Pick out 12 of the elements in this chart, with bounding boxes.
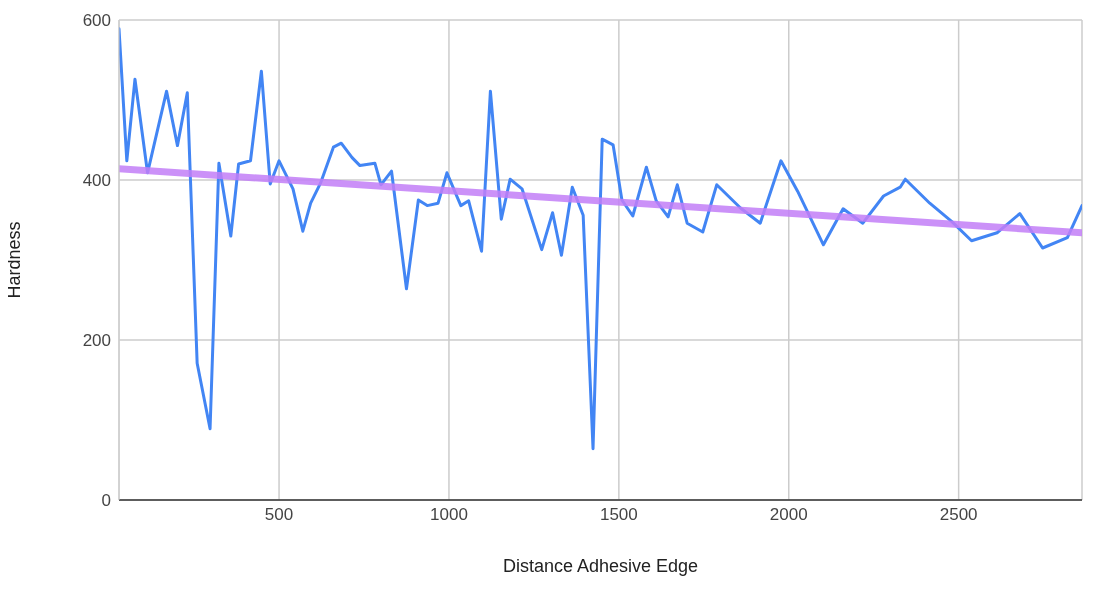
y-tick-label: 0 — [101, 491, 111, 511]
line-series — [119, 27, 1082, 451]
y-tick-label: 600 — [82, 11, 111, 31]
y-tick-label: 200 — [82, 331, 111, 351]
x-tick-label: 2500 — [939, 505, 978, 525]
x-tick-label: 500 — [264, 505, 294, 525]
y-tick-label: 400 — [82, 171, 111, 191]
x-tick-label: 1500 — [599, 505, 638, 525]
x-axis-title: Distance Adhesive Edge — [502, 556, 699, 576]
y-axis-title: Hardness — [4, 221, 25, 299]
x-tick-label: 2000 — [769, 505, 808, 525]
x-tick-label: 1000 — [430, 505, 468, 525]
